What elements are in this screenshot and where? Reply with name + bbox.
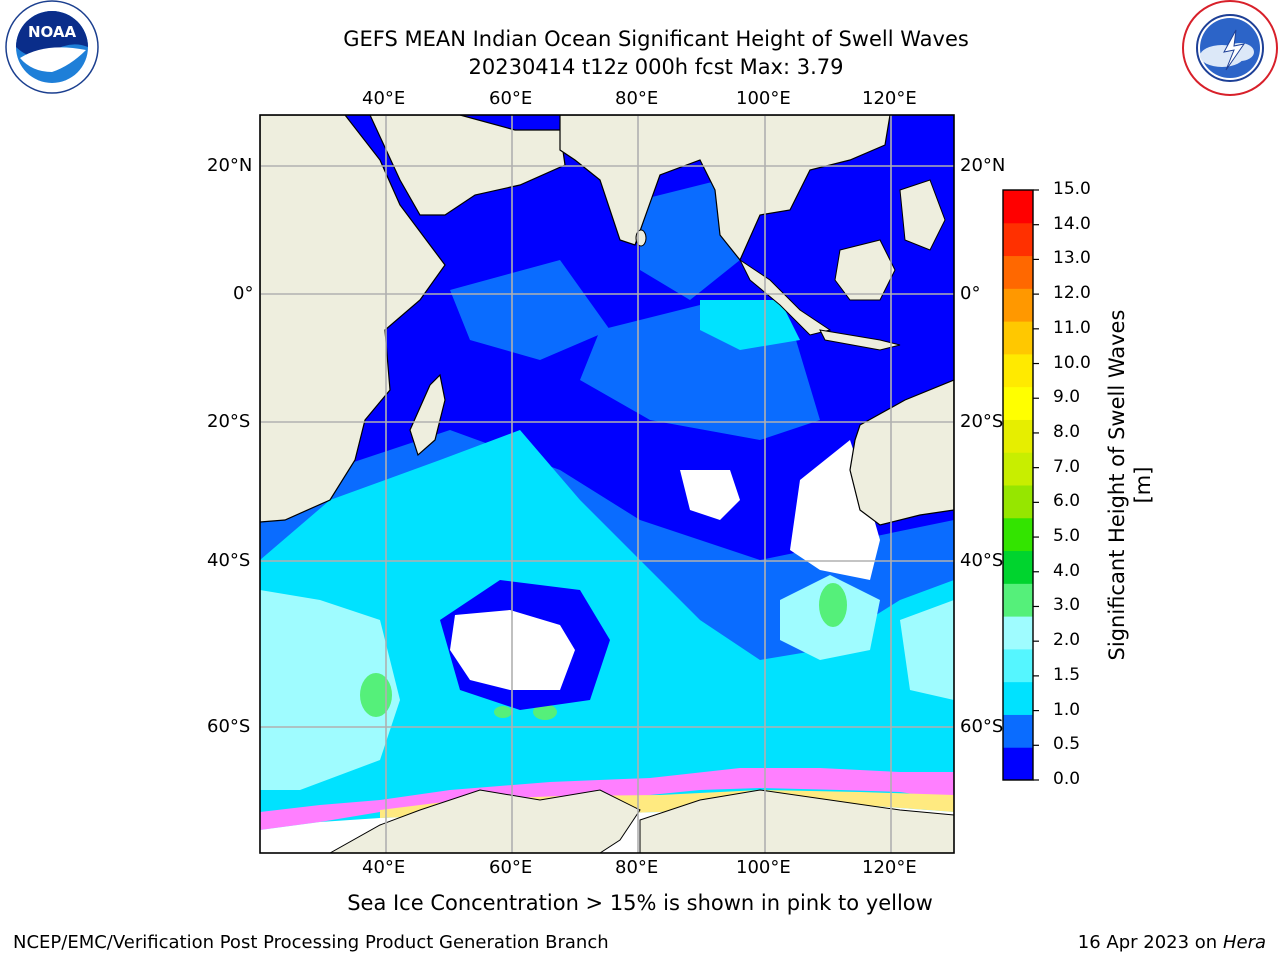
colorbar-tick-label: 9.0: [1053, 387, 1081, 408]
colorbar-segment: [1003, 648, 1033, 683]
lat-label-left-20s: 20°S: [207, 411, 251, 432]
colorbar-segment: [1003, 550, 1033, 584]
colorbar-segment: [1003, 288, 1033, 322]
noaa-logo: NOAA: [5, 0, 99, 94]
colorbar-segment: [1003, 255, 1033, 289]
footer-date: 16 Apr 2023 on Hera: [1078, 932, 1266, 953]
map-area: [260, 115, 954, 853]
lon-label-top-40e: 40°E: [362, 88, 406, 109]
colorbar-segment: [1003, 616, 1033, 650]
colorbar-tick-label: 5.0: [1053, 526, 1081, 547]
chart-subtitle: 20230414 t12z 000h fcst Max: 3.79: [468, 55, 844, 79]
colorbar-tick-label: 0.5: [1053, 734, 1081, 755]
colorbar-tick-label: 14.0: [1053, 213, 1091, 234]
lon-label-bottom-80e: 80°E: [615, 857, 659, 878]
colorbar-tick-label: 3.0: [1053, 595, 1081, 616]
colorbar-tick-label: 15.0: [1053, 179, 1091, 199]
colorbar-tick-label: 10.0: [1053, 352, 1091, 373]
colorbar-segment: [1003, 222, 1033, 257]
colorbar-tick-label: 4.0: [1053, 560, 1081, 581]
colorbar-segment: [1003, 353, 1033, 388]
colorbar-segment: [1003, 517, 1033, 552]
chart-title: GEFS MEAN Indian Ocean Significant Heigh…: [343, 27, 969, 51]
lon-label-bottom-40e: 40°E: [362, 857, 406, 878]
lat-label-right-20n: 20°N: [960, 155, 1006, 176]
colorbar-segment: [1003, 714, 1033, 748]
colorbar-segment: [1003, 452, 1033, 486]
nws-logo: [1182, 0, 1278, 96]
lon-label-bottom-60e: 60°E: [489, 857, 533, 878]
colorbar-tick-label: 2.0: [1053, 630, 1081, 651]
colorbar-tick-label: 1.0: [1053, 699, 1081, 720]
lon-label-top-100e: 100°E: [736, 88, 791, 109]
lon-label-top-80e: 80°E: [615, 88, 659, 109]
colorbar-tick-label: 11.0: [1053, 317, 1091, 338]
colorbar-tick-label: 12.0: [1053, 283, 1091, 304]
map-frame: [259, 114, 955, 854]
colorbar: [1002, 189, 1039, 781]
lat-label-right-20s: 20°S: [960, 411, 1004, 432]
lat-label-right-40s: 40°S: [960, 550, 1004, 571]
colorbar-tick-label: 1.5: [1053, 664, 1081, 685]
lat-label-right-0: 0°: [960, 283, 981, 304]
colorbar-tick-label: 6.0: [1053, 491, 1081, 512]
lat-label-left-40s: 40°S: [207, 550, 251, 571]
lat-label-left-60s: 60°S: [207, 716, 251, 737]
noaa-logo-text: NOAA: [28, 23, 77, 41]
colorbar-segment: [1003, 321, 1033, 355]
colorbar-segment: [1003, 190, 1033, 224]
sea-ice-note: Sea Ice Concentration > 15% is shown in …: [347, 891, 933, 915]
footer-branch: NCEP/EMC/Verification Post Processing Pr…: [13, 932, 609, 953]
lon-label-top-60e: 60°E: [489, 88, 533, 109]
lon-label-top-120e: 120°E: [862, 88, 917, 109]
colorbar-segment: [1003, 419, 1033, 453]
colorbar-segment: [1003, 583, 1033, 617]
colorbar-tick-label: 0.0: [1053, 769, 1081, 789]
lat-label-left-20n: 20°N: [207, 155, 253, 176]
lat-label-right-60s: 60°S: [960, 716, 1004, 737]
colorbar-tick-label: 7.0: [1053, 456, 1081, 477]
colorbar-label: Significant Height of Swell Waves [m]: [1105, 309, 1155, 661]
footer-date-text: 16 Apr 2023 on: [1077, 932, 1223, 953]
colorbar-segment: [1003, 681, 1033, 715]
lat-label-left-0: 0°: [233, 283, 254, 304]
colorbar-segment: [1003, 485, 1033, 519]
colorbar-frame: [1002, 189, 1034, 781]
footer-host: Hera: [1222, 932, 1266, 953]
map-gridlines: [260, 115, 954, 853]
colorbar-segment: [1003, 386, 1033, 420]
lon-label-bottom-100e: 100°E: [736, 857, 791, 878]
colorbar-tick-label: 8.0: [1053, 421, 1081, 442]
colorbar-segment: [1003, 747, 1033, 781]
lon-label-bottom-120e: 120°E: [862, 857, 917, 878]
colorbar-tick-label: 13.0: [1053, 248, 1091, 269]
